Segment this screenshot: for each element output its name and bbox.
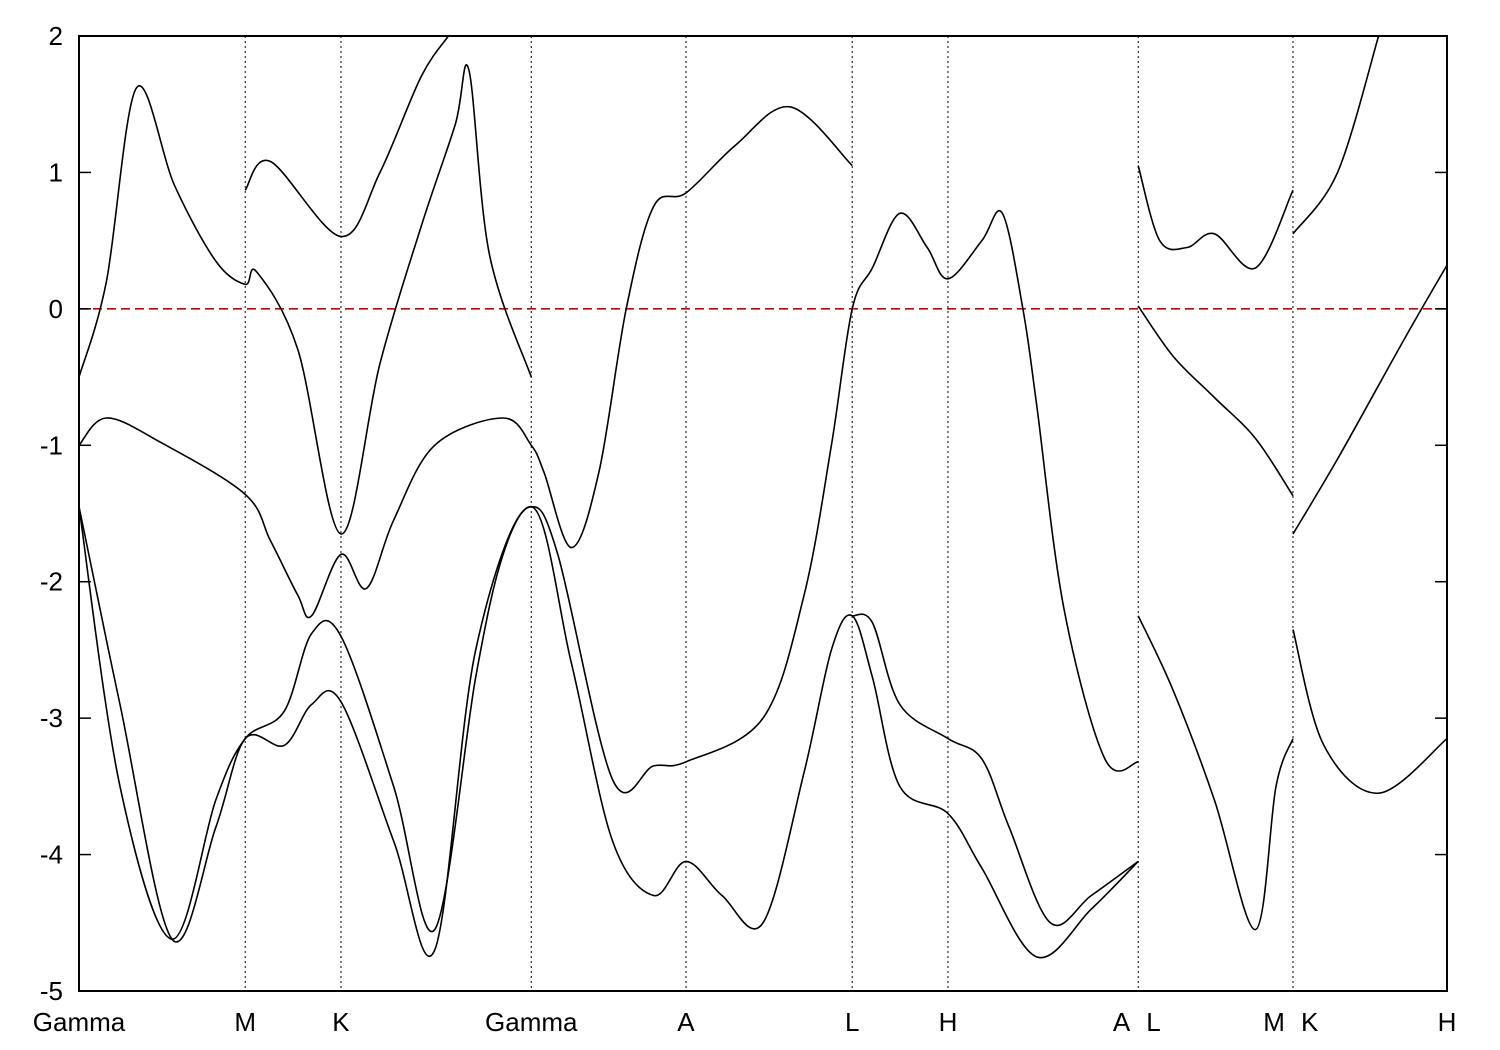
x-axis: Gamma M K Gamma A L H A L M K H (33, 1007, 1457, 1037)
band-line-5 (244, 36, 450, 238)
y-tick-label: -4 (40, 840, 63, 870)
band-line-1 (79, 64, 533, 535)
x-tick-label: L (1146, 1007, 1160, 1037)
x-tick-label: M (1263, 1007, 1285, 1037)
band-line-6 (851, 613, 1139, 927)
band-line-11 (1292, 264, 1447, 535)
x-tick-label: A (1113, 1007, 1131, 1037)
x-tick-label: L (845, 1007, 859, 1037)
band-line-10 (1292, 629, 1447, 795)
band-line-8 (1137, 305, 1294, 497)
band-line-7 (1137, 165, 1294, 270)
band-curves (79, 36, 1447, 959)
y-axis: 2 1 0 -1 -2 -3 -4 -5 (40, 21, 1447, 1006)
band-line-9 (1137, 615, 1294, 931)
x-tick-label: A (677, 1007, 695, 1037)
x-tick-label: M (234, 1007, 256, 1037)
x-tick-label: Gamma (33, 1007, 126, 1037)
band-line-2 (79, 106, 853, 619)
y-tick-label: 2 (49, 21, 63, 51)
y-tick-label: 1 (49, 157, 63, 187)
high-symmetry-lines (244, 36, 1294, 991)
band-line-4 (79, 505, 1139, 959)
y-tick-label: 0 (49, 294, 63, 324)
band-line-12 (1292, 36, 1380, 235)
x-tick-label: K (1301, 1007, 1319, 1037)
x-tick-label: H (939, 1007, 958, 1037)
x-tick-label: H (1438, 1007, 1457, 1037)
plot-frame (78, 35, 1448, 992)
band-line-3 (79, 210, 1139, 940)
y-tick-label: -5 (40, 976, 63, 1006)
y-tick-label: -2 (40, 567, 63, 597)
y-tick-label: -3 (40, 703, 63, 733)
x-tick-label: K (332, 1007, 350, 1037)
x-tick-label: Gamma (485, 1007, 578, 1037)
y-tick-label: -1 (40, 430, 63, 460)
